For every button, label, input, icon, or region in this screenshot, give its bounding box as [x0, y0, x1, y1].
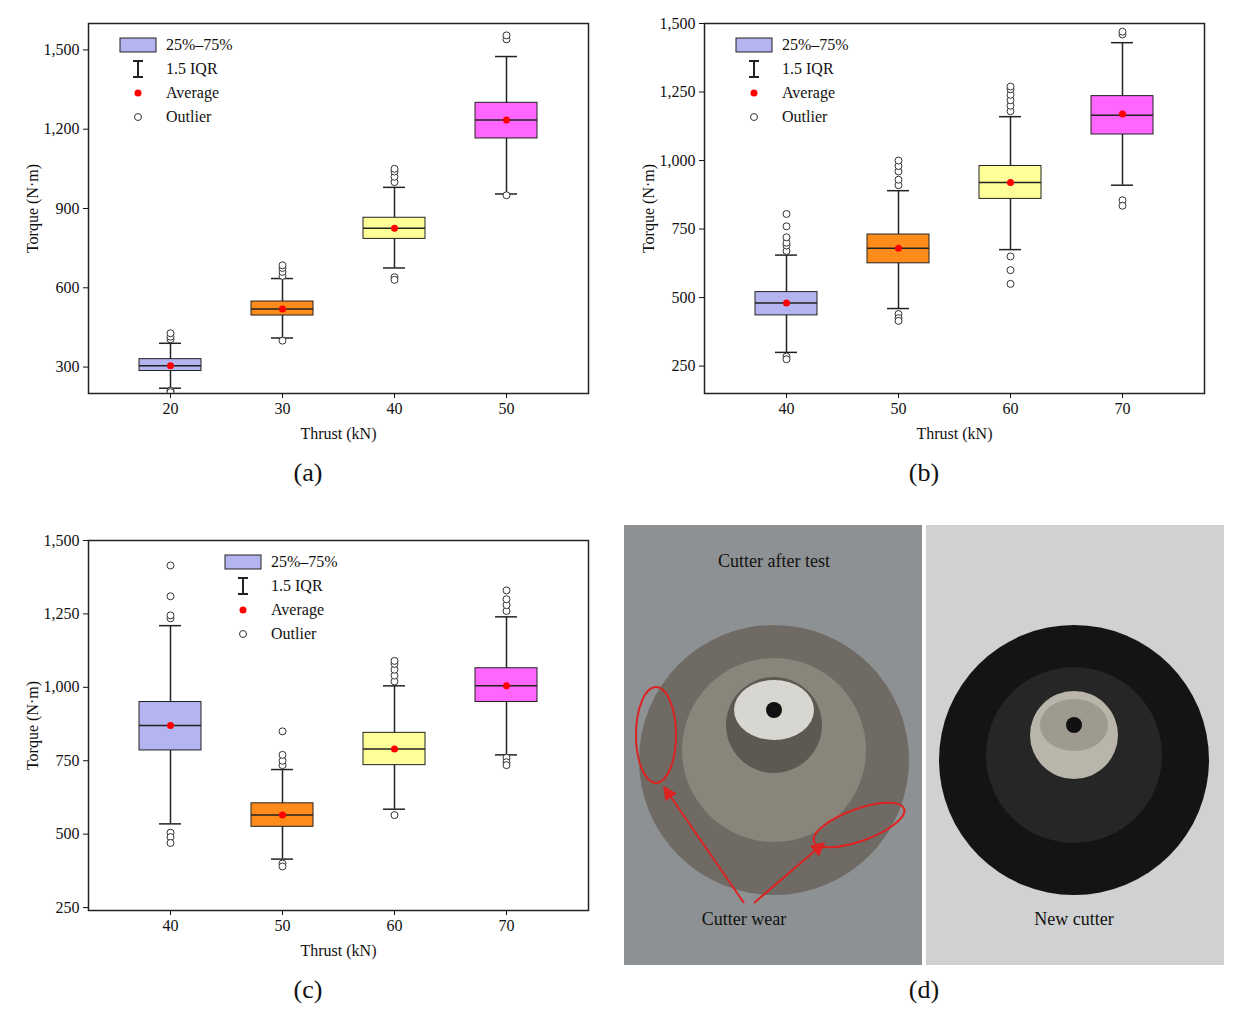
- svg-text:40: 40: [163, 917, 179, 934]
- svg-text:Thrust (kN): Thrust (kN): [301, 942, 377, 960]
- svg-text:20: 20: [163, 400, 179, 417]
- svg-text:Torque (N·m): Torque (N·m): [24, 681, 42, 770]
- svg-text:60: 60: [1003, 400, 1019, 417]
- svg-text:Thrust (kN): Thrust (kN): [917, 425, 993, 443]
- html-text:(a): (a): [293, 458, 323, 487]
- svg-text:60: 60: [387, 917, 403, 934]
- svg-text:900: 900: [56, 200, 80, 217]
- html-text:(b): (b): [908, 458, 940, 487]
- html-text:1.5 IQR: 1.5 IQR: [166, 60, 218, 77]
- svg-text:50: 50: [275, 917, 291, 934]
- svg-text:Torque (N·m): Torque (N·m): [640, 164, 658, 253]
- svg-text:750: 750: [56, 752, 80, 769]
- svg-text:600: 600: [56, 279, 80, 296]
- svg-text:1,250: 1,250: [660, 83, 696, 100]
- svg-text:300: 300: [56, 358, 80, 375]
- svg-text:30: 30: [275, 400, 291, 417]
- svg-text:Cutter after test: Cutter after test: [718, 551, 830, 571]
- html-text:25%–75%: 25%–75%: [271, 553, 338, 570]
- svg-text:50: 50: [499, 400, 515, 417]
- svg-text:500: 500: [56, 825, 80, 842]
- html-text:(c): (c): [293, 975, 323, 1004]
- html-text:1.5 IQR: 1.5 IQR: [271, 577, 323, 594]
- html-text:Average: Average: [271, 601, 324, 618]
- svg-text:40: 40: [779, 400, 795, 417]
- svg-text:50: 50: [891, 400, 907, 417]
- svg-text:Thrust (kN): Thrust (kN): [301, 425, 377, 443]
- svg-text:Cutter wear: Cutter wear: [702, 909, 786, 929]
- svg-text:New cutter: New cutter: [1034, 909, 1113, 929]
- svg-text:750: 750: [672, 220, 696, 237]
- svg-text:1,200: 1,200: [44, 120, 80, 137]
- html-text:25%–75%: 25%–75%: [166, 36, 233, 53]
- html-text:Outlier: Outlier: [271, 625, 317, 642]
- svg-text:70: 70: [1115, 400, 1131, 417]
- svg-text:250: 250: [56, 899, 80, 916]
- svg-text:1,000: 1,000: [44, 678, 80, 695]
- svg-text:40: 40: [387, 400, 403, 417]
- svg-text:Torque (N·m): Torque (N·m): [24, 164, 42, 253]
- html-text:Average: Average: [782, 84, 835, 101]
- html-text:Average: Average: [166, 84, 219, 101]
- svg-text:1,500: 1,500: [44, 532, 80, 549]
- svg-text:1,250: 1,250: [44, 605, 80, 622]
- svg-text:1,000: 1,000: [660, 152, 696, 169]
- svg-text:1,500: 1,500: [660, 15, 696, 32]
- html-text:25%–75%: 25%–75%: [782, 36, 849, 53]
- svg-text:1,500: 1,500: [44, 41, 80, 58]
- html-text:Outlier: Outlier: [782, 108, 828, 125]
- svg-text:500: 500: [672, 289, 696, 306]
- html-text:1.5 IQR: 1.5 IQR: [782, 60, 834, 77]
- svg-text:70: 70: [499, 917, 515, 934]
- html-text:(d): (d): [908, 975, 940, 1004]
- svg-text:250: 250: [672, 357, 696, 374]
- html-text:Outlier: Outlier: [166, 108, 212, 125]
